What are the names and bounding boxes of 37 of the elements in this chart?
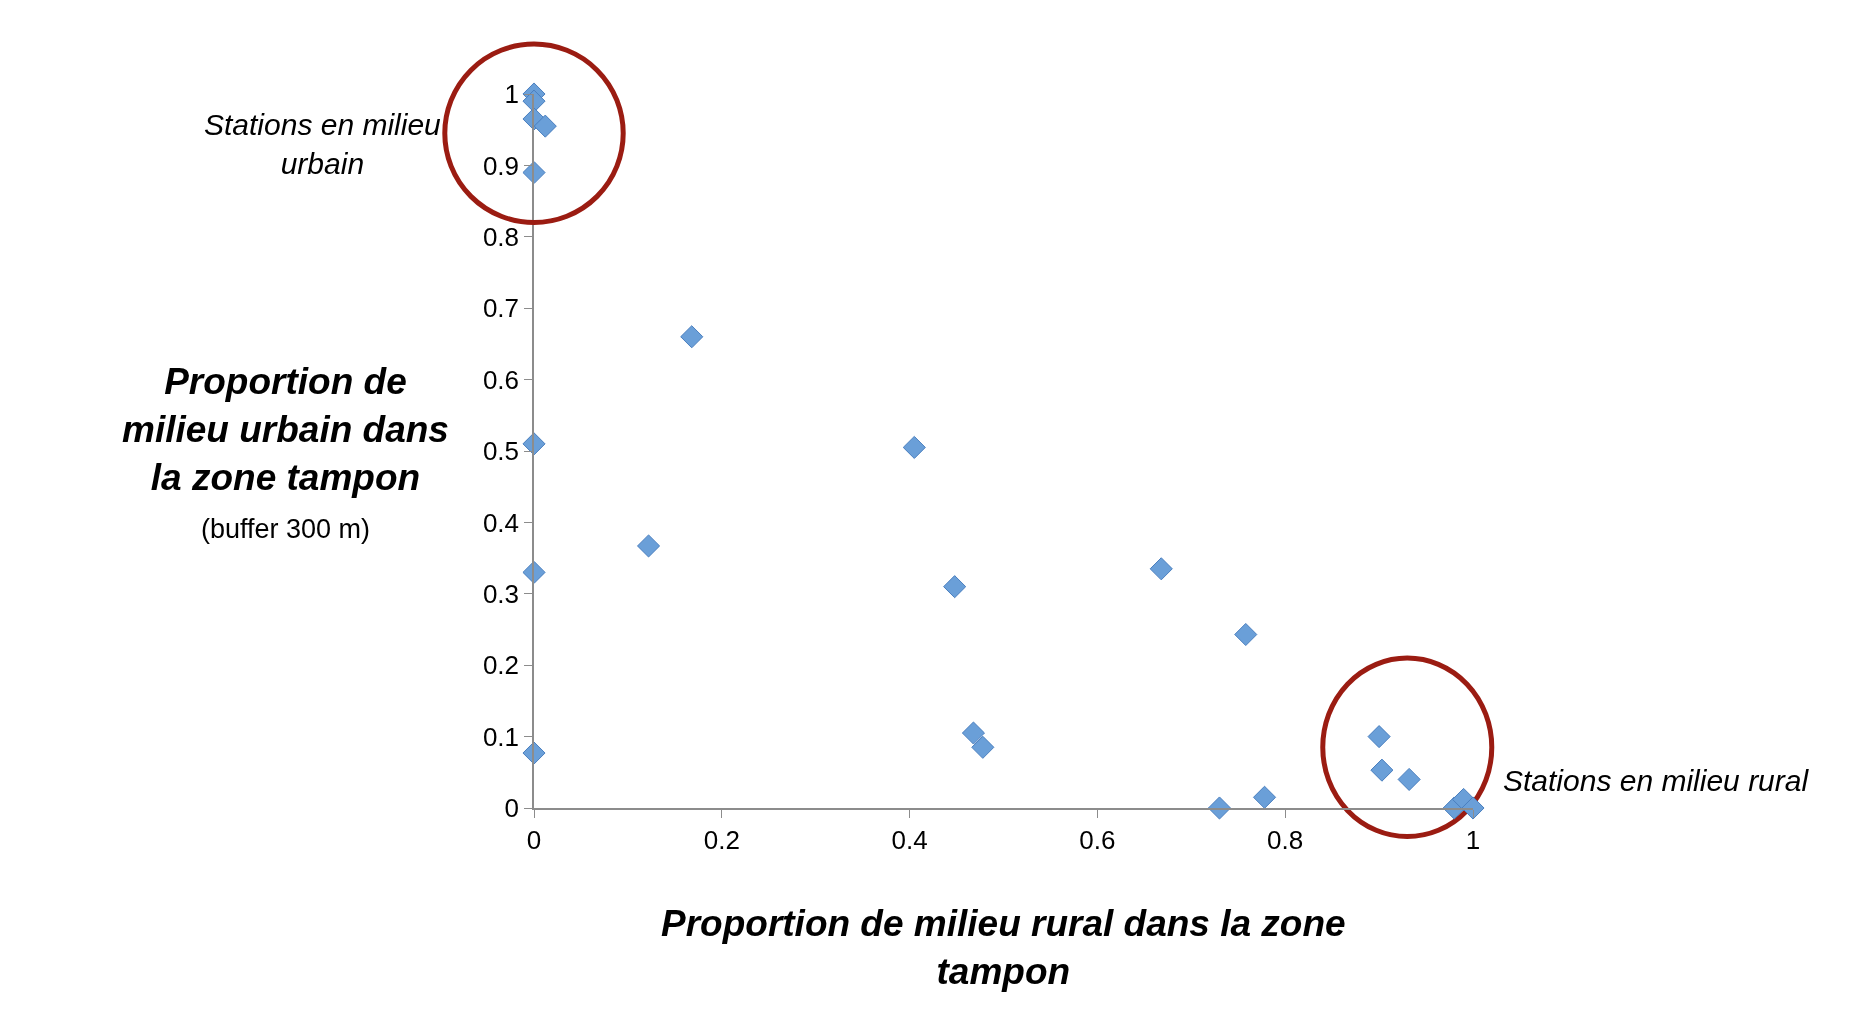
y-tick-label: 0.1	[482, 721, 520, 752]
point	[680, 325, 704, 349]
x-tick-label: 1	[1465, 824, 1481, 855]
y-tick-label: 0.5	[482, 436, 520, 467]
point	[533, 114, 557, 138]
x-tick-label: 0	[526, 824, 542, 855]
y-tick-label: 0.2	[482, 650, 520, 681]
y-tick-label: 1	[504, 79, 520, 110]
text: (buffer 300 m)	[201, 514, 371, 544]
y-tick-label: 0.9	[482, 150, 520, 181]
point	[637, 534, 661, 558]
y-tick-label: 0.3	[482, 578, 520, 609]
y-tick-label: 0.4	[482, 507, 520, 538]
point	[961, 721, 985, 745]
text: Stations en milieu rural	[1503, 764, 1810, 797]
point	[1370, 758, 1394, 782]
point	[1234, 622, 1258, 647]
text: Stations en milieu urbain	[204, 108, 442, 180]
point	[522, 160, 546, 185]
x-tick-label: 0.8	[1267, 824, 1304, 855]
point	[943, 575, 967, 599]
y-tick-label: 0	[504, 793, 520, 824]
y-tick-label: 0.8	[482, 221, 520, 252]
x-tick-label: 0.4	[891, 824, 928, 855]
point	[1367, 725, 1391, 749]
y-tick-label: 0.6	[482, 364, 520, 395]
point	[1252, 785, 1277, 809]
point	[522, 432, 546, 456]
point	[1397, 767, 1421, 791]
y-tick-label: 0.7	[482, 293, 520, 324]
point	[1149, 557, 1173, 581]
point	[971, 735, 995, 759]
point	[902, 435, 926, 459]
x-axis-title: Proportion de milieu rural dans la zone tampon	[661, 903, 1346, 993]
y-axis-title: Proportion de milieu urbain dans la zone tampon	[122, 361, 449, 499]
x-tick-label: 0.6	[1079, 824, 1116, 855]
x-tick-label: 0.2	[703, 824, 740, 855]
